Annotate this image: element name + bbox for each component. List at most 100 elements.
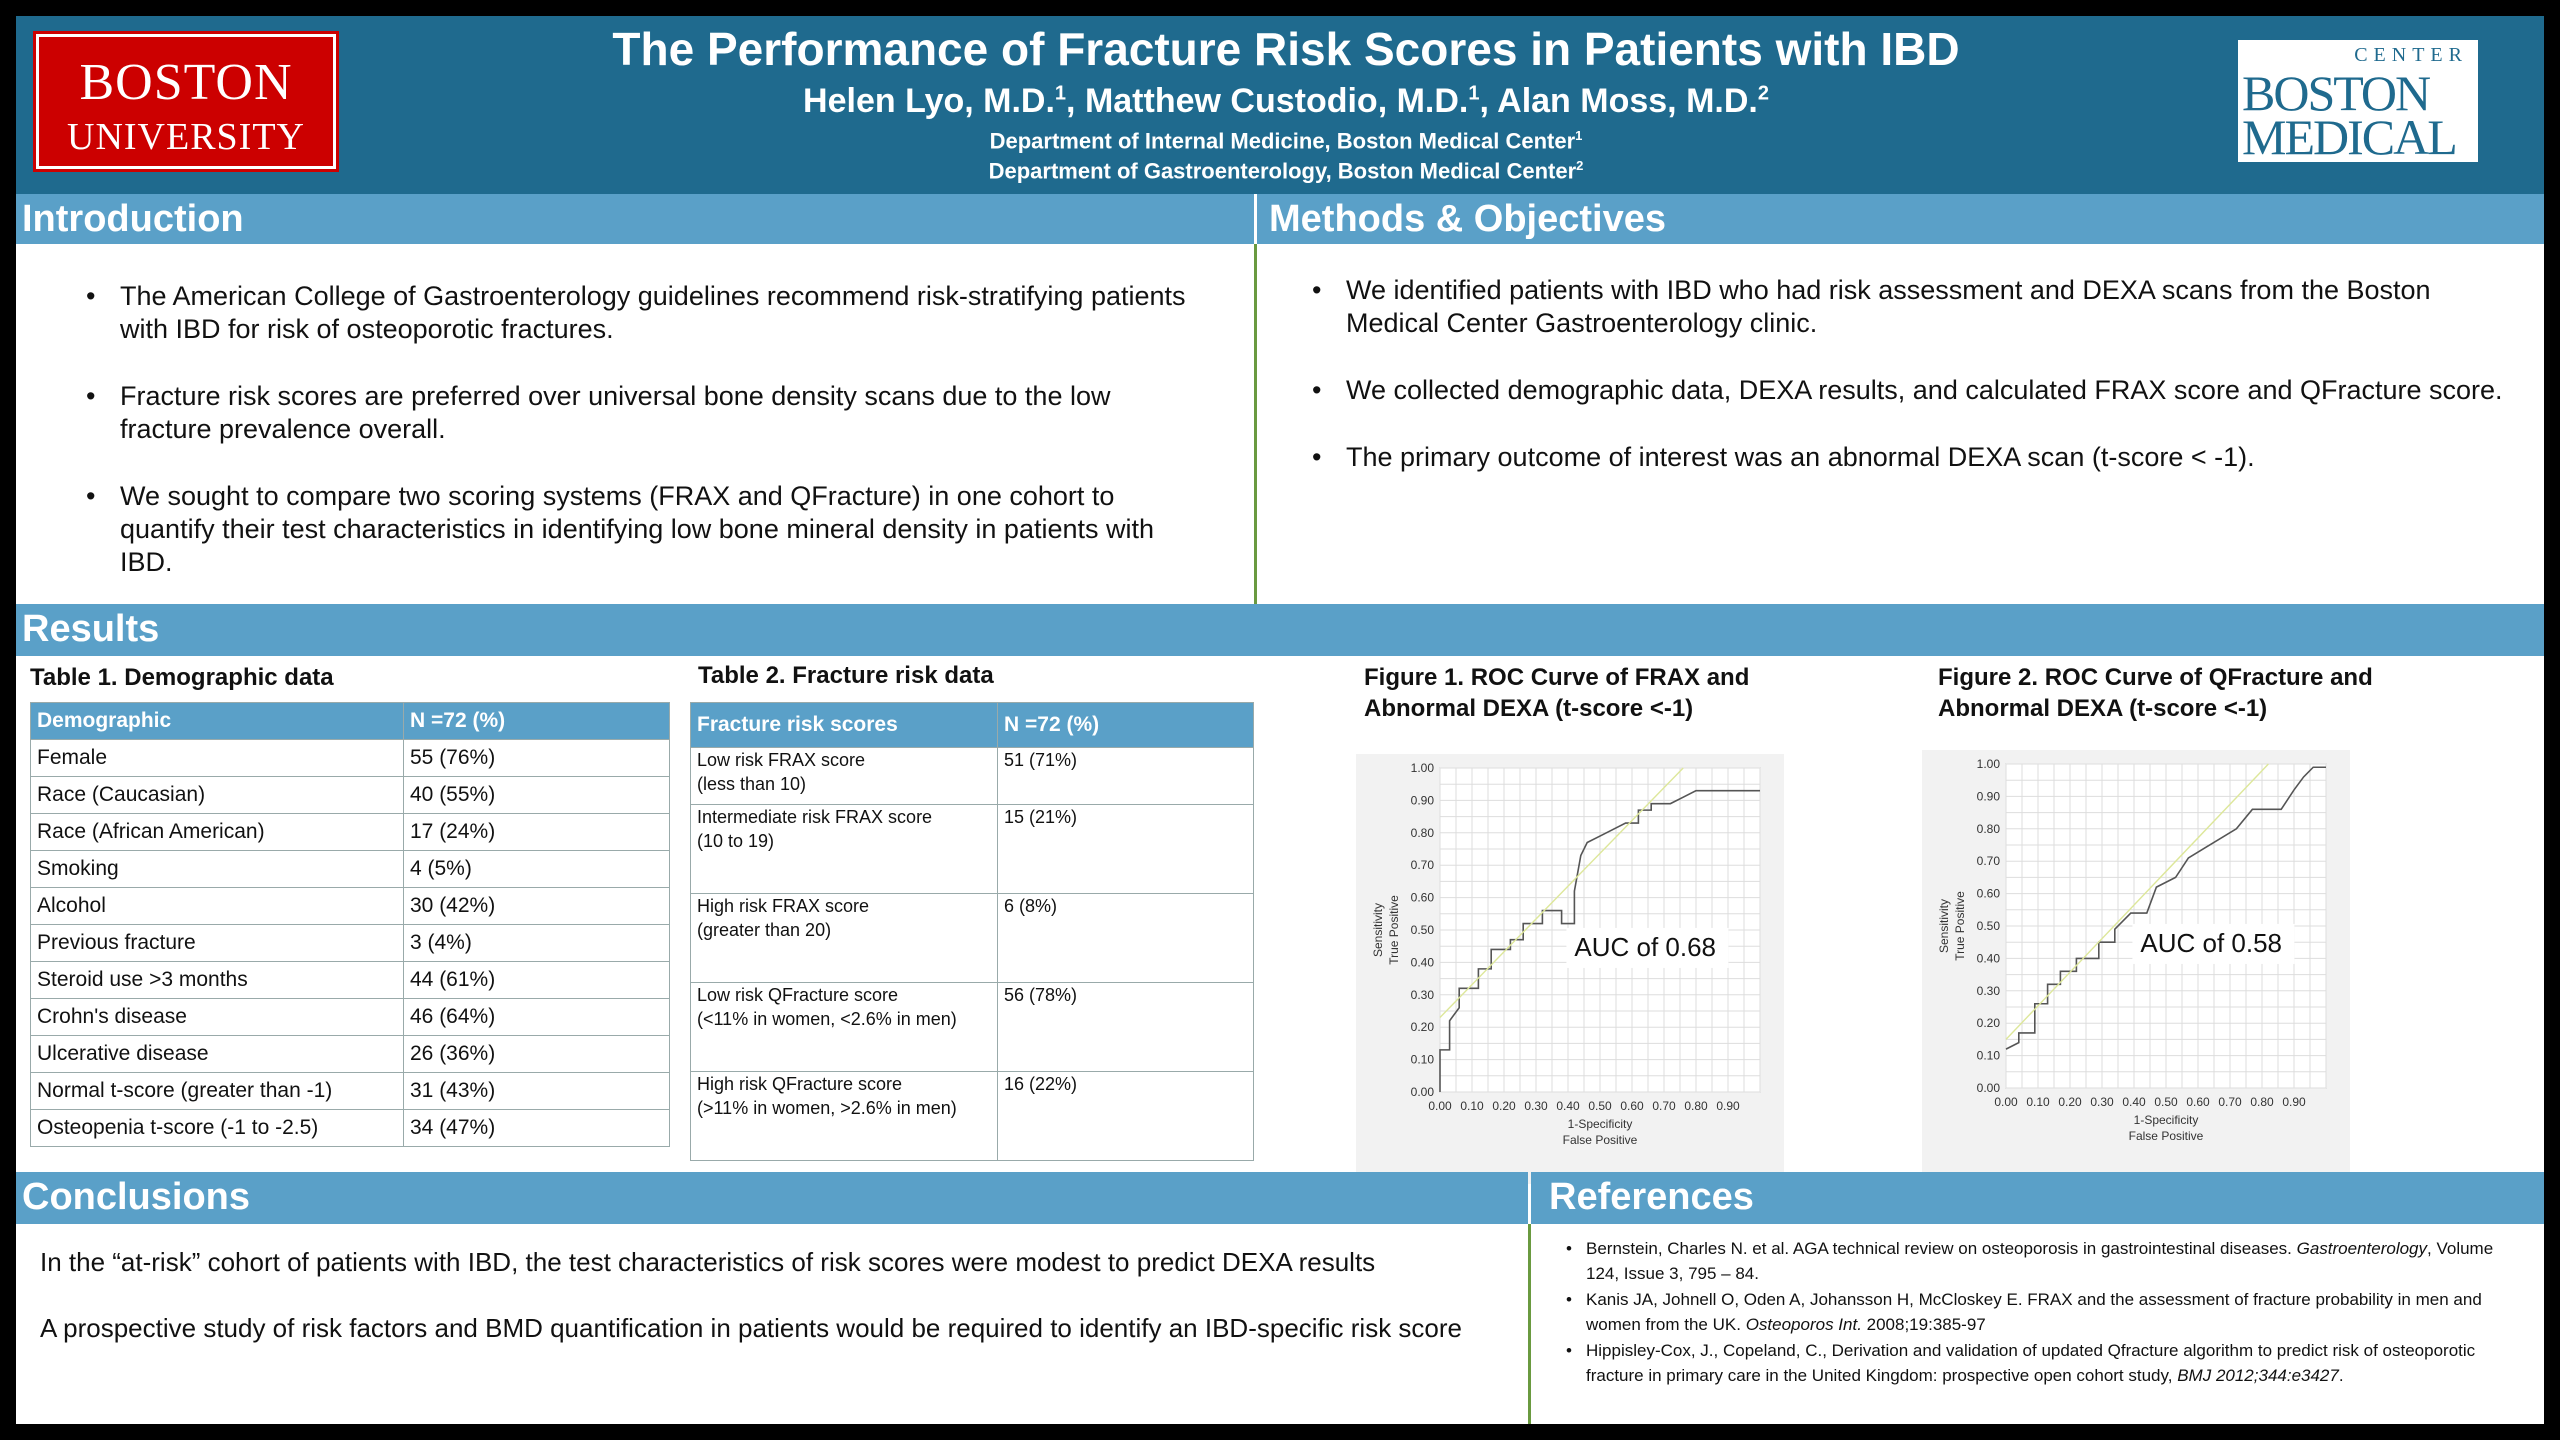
x-tick-label: 0.70 — [1652, 1099, 1676, 1113]
figure2-roc-svg: 0.00 0.10 0.20 0.30 0.40 0.50 0.60 0.70 0.80 0.90… — [1937, 757, 2327, 1143]
table1-row: Female 55 (76%) — [30, 739, 670, 777]
bu-logo-line1: BOSTON — [79, 54, 293, 111]
introduction-heading: Introduction — [16, 194, 1254, 244]
y-tick-label: 0.70 — [1411, 858, 1435, 872]
count-cell: 30 (42%) — [403, 887, 670, 925]
x-tick-label: 0.60 — [1620, 1099, 1644, 1113]
risk-score-label: Low risk QFracture score — [697, 985, 899, 1005]
x-tick-label: 0.50 — [2154, 1095, 2178, 1109]
figure1-caption: Figure 1. ROC Curve of FRAX and Abnormal… — [1364, 664, 1750, 722]
y-tick-label: 0.50 — [1411, 923, 1435, 937]
conclusions-heading: Conclusions — [16, 1172, 1528, 1224]
demographic-cell: Smoking — [30, 850, 404, 888]
risk-score-range: (<11% in women, <2.6% in men) — [697, 1009, 957, 1029]
figure2-roc-chart: 0.00 0.10 0.20 0.30 0.40 0.50 0.60 0.70 0.80 0.90… — [1922, 750, 2350, 1184]
table1-header-demographic: Demographic — [30, 702, 404, 740]
table2-header-n: N =72 (%) — [997, 702, 1254, 748]
auc-label-background — [1566, 927, 1729, 968]
y-tick-label: 0.00 — [1411, 1085, 1435, 1099]
table1-row: Crohn's disease 46 (64%) — [30, 998, 670, 1036]
reference-2-text: Kanis JA, Johnell O, Oden A, Johansson H… — [1586, 1290, 2482, 1334]
table1-row: Normal t-score (greater than -1) 31 (43%) — [30, 1072, 670, 1110]
risk-count-cell: 16 (22%) — [997, 1071, 1254, 1161]
auc-annotation: AUC of 0.68 — [1574, 932, 1716, 962]
risk-score-cell: High risk QFracture score (>11% in women,… — [690, 1071, 998, 1161]
demographic-table: Demographic N =72 (%) Female 55 (76%) Race… — [30, 702, 670, 1147]
figure2-caption: Figure 2. ROC Curve of QFracture and Abn… — [1938, 664, 2373, 722]
reference-1-journal: Gastroenterology — [2296, 1239, 2428, 1258]
divider-intro-methods — [1254, 244, 1257, 604]
conclusion-paragraph-2: A prospective study of risk factors and … — [40, 1313, 1463, 1343]
risk-score-cell: Low risk QFracture score (<11% in women, … — [690, 982, 998, 1072]
y-tick-label: 0.10 — [1411, 1053, 1435, 1067]
y-tick-label: 0.00 — [1977, 1081, 2001, 1095]
demographic-cell: Alcohol — [30, 887, 404, 925]
table1-header-row: Demographic N =72 (%) — [30, 702, 670, 740]
bmc-logo-line1: BOSTON — [2242, 65, 2431, 121]
reference-3-text: Hippisley-Cox, J., Copeland, C., Derivat… — [1586, 1341, 2476, 1385]
risk-score-range: (less than 10) — [697, 774, 807, 794]
table1-caption: Table 1. Demographic data — [30, 664, 334, 691]
x-axis-sublabel: False Positive — [2129, 1129, 2204, 1143]
x-tick-label: 0.40 — [1556, 1099, 1580, 1113]
count-cell: 55 (76%) — [403, 739, 670, 777]
intro-bullet-1: The American College of Gastroenterology… — [86, 280, 1200, 346]
reference-2: Kanis JA, Johnell O, Oden A, Johansson H… — [1566, 1287, 2496, 1337]
author-3: Alan Moss, M.D. — [1497, 82, 1758, 120]
demographic-cell: Previous fracture — [30, 924, 404, 962]
x-tick-label: 0.70 — [2218, 1095, 2242, 1109]
author-1-sup: 1 — [1054, 82, 1067, 105]
roc-curve — [1439, 789, 1760, 1092]
table1-row: Steroid use >3 months 44 (61%) — [30, 961, 670, 999]
x-tick-label: 0.60 — [2186, 1095, 2210, 1109]
count-cell: 40 (55%) — [403, 776, 670, 814]
methods-bullet-3: The primary outcome of interest was an a… — [1312, 441, 2526, 474]
x-tick-label: 0.10 — [1460, 1099, 1484, 1113]
x-tick-label: 0.90 — [1716, 1099, 1740, 1113]
table1-row: Previous fracture 3 (4%) — [30, 924, 670, 962]
count-cell: 3 (4%) — [403, 924, 670, 962]
y-tick-label: 1.00 — [1411, 761, 1435, 775]
table2-row: Intermediate risk FRAX score (10 to 19) 15… — [690, 804, 1254, 894]
x-tick-label: 0.40 — [2122, 1095, 2146, 1109]
conclusion-paragraph-1: In the “at-risk” cohort of patients with… — [40, 1247, 1376, 1277]
risk-score-label: High risk FRAX score — [697, 896, 870, 916]
x-axis-label: 1-Specificity — [1568, 1117, 1633, 1131]
y-axis-label: Sensitivity — [1371, 903, 1385, 957]
demographic-cell: Steroid use >3 months — [30, 961, 404, 999]
reference-3-rest: . — [2338, 1366, 2344, 1385]
affiliation-2-sup: 2 — [1576, 158, 1584, 173]
figure1-roc-chart: 0.00 0.10 0.20 0.30 0.40 0.50 0.60 0.70 0.80 0.90… — [1356, 754, 1784, 1184]
reference-1: Bernstein, Charles N. et al. AGA technic… — [1566, 1236, 2496, 1286]
table2-row: Low risk QFracture score (<11% in women, … — [690, 982, 1254, 1072]
author-3-sup: 2 — [1757, 82, 1769, 105]
affiliation-1-text: Department of Internal Medicine, Boston … — [989, 128, 1576, 154]
y-tick-label: 0.80 — [1977, 822, 2001, 836]
risk-score-label: Intermediate risk FRAX score — [697, 807, 933, 827]
risk-score-range: (greater than 20) — [697, 920, 832, 940]
count-cell: 44 (61%) — [403, 961, 670, 999]
authors: Helen Lyo, M.D.1, Matthew Custodio, M.D.… — [803, 82, 1769, 120]
y-tick-label: 0.30 — [1411, 988, 1435, 1002]
y-tick-label: 0.90 — [1411, 793, 1435, 807]
reference-line — [2005, 763, 2269, 1040]
bmc-logo-line2: MEDICAL — [2242, 109, 2458, 165]
table2-header-scores: Fracture risk scores — [690, 702, 998, 748]
intro-bullet-3: We sought to compare two scoring systems… — [86, 480, 1200, 579]
x-tick-label: 0.30 — [2090, 1095, 2114, 1109]
demographic-cell: Crohn's disease — [30, 998, 404, 1036]
table1-header-n: N =72 (%) — [403, 702, 670, 740]
x-tick-label: 0.20 — [2058, 1095, 2082, 1109]
fracture-risk-table: Fracture risk scores N =72 (%) Low risk … — [690, 702, 1254, 1161]
table1-row: Ulcerative disease 26 (36%) — [30, 1035, 670, 1073]
x-tick-label: 0.20 — [1492, 1099, 1516, 1113]
table2-row: Low risk FRAX score (less than 10) 51 (71%… — [690, 747, 1254, 805]
affiliation-1: Department of Internal Medicine, Boston … — [376, 128, 2196, 154]
y-axis-sublabel: True Positive — [1953, 891, 1967, 961]
reference-3: Hippisley-Cox, J., Copeland, C., Derivat… — [1566, 1338, 2496, 1388]
x-tick-label: 0.80 — [1684, 1099, 1708, 1113]
table2-header-row: Fracture risk scores N =72 (%) — [690, 702, 1254, 748]
table1-row: Alcohol 30 (42%) — [30, 887, 670, 925]
methods-heading: Methods & Objectives — [1257, 194, 2544, 244]
boston-medical-center-logo: CENTER BOSTON MEDICAL — [2238, 40, 2478, 162]
